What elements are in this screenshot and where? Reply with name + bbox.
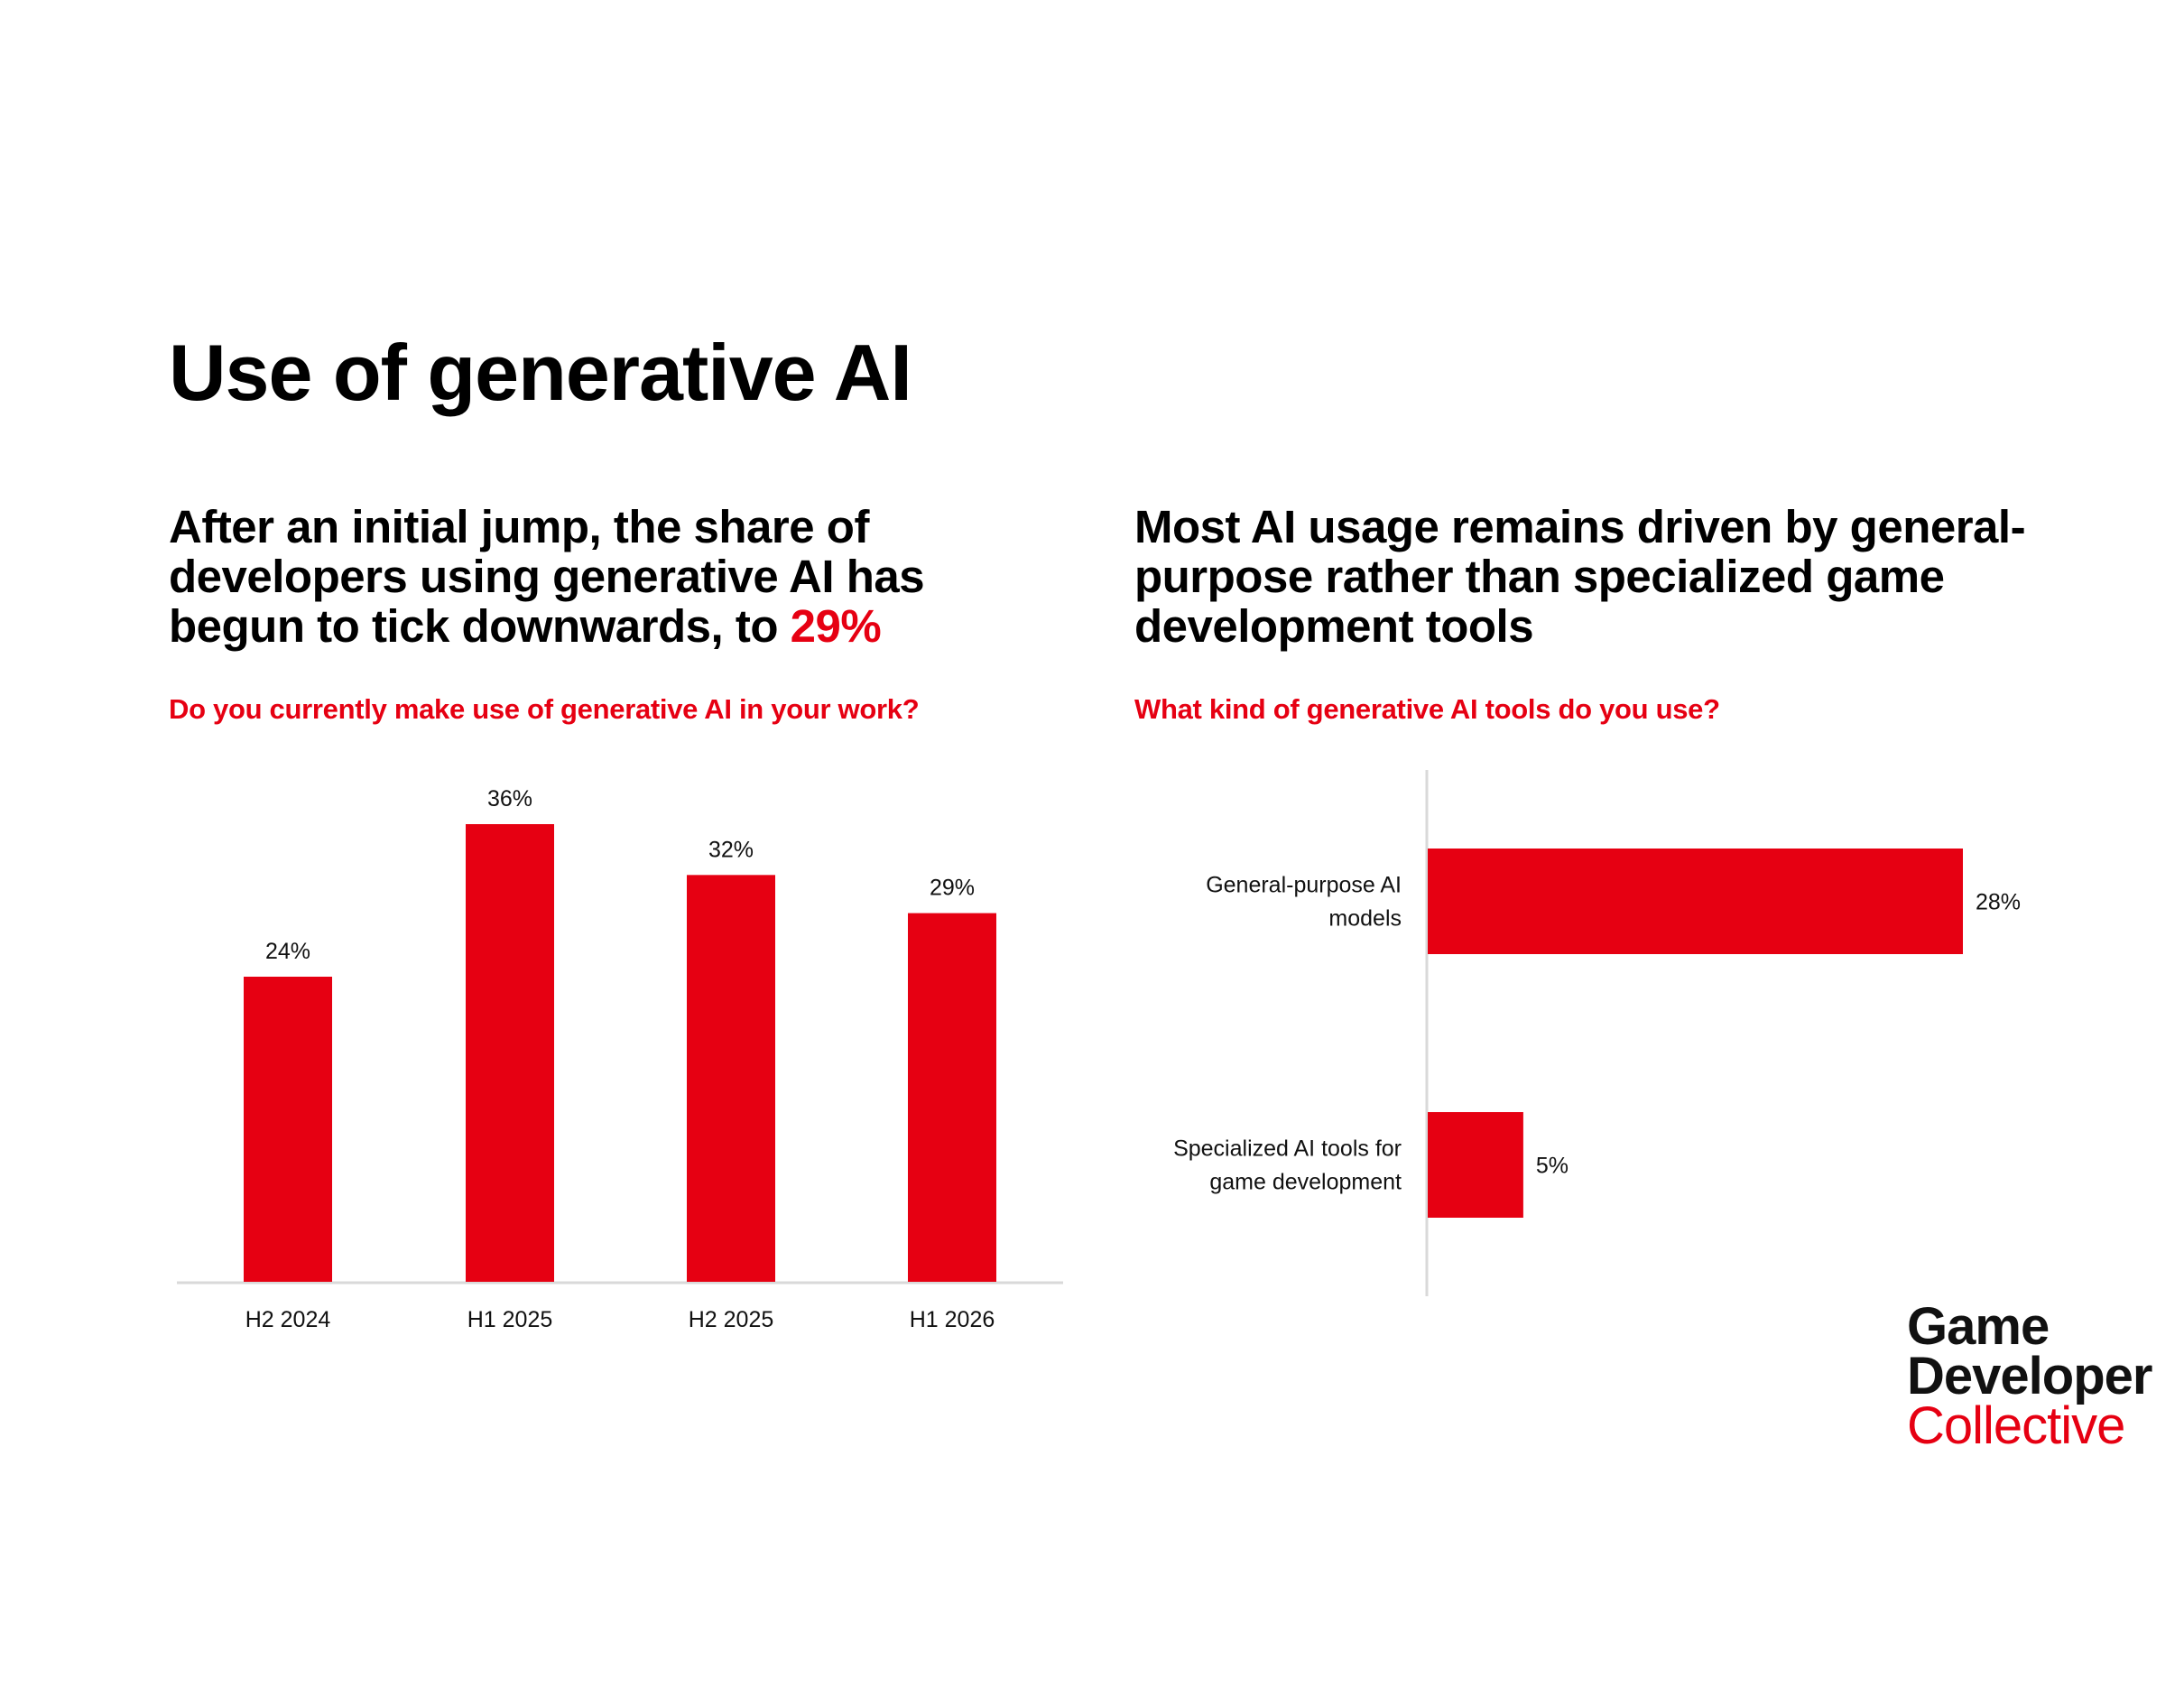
left-question: Do you currently make use of generative … bbox=[169, 693, 920, 725]
logo-line-1: Game bbox=[1907, 1297, 2050, 1356]
x-tick-label: H1 2026 bbox=[910, 1307, 995, 1332]
y-tick-label: General-purpose AI bbox=[1206, 873, 1402, 898]
y-tick-label: game development bbox=[1209, 1170, 1402, 1195]
y-tick-label: Specialized AI tools for bbox=[1173, 1136, 1402, 1162]
y-tick-label: models bbox=[1328, 906, 1402, 932]
data-label: 32% bbox=[708, 837, 754, 862]
bar-h2-2024 bbox=[244, 977, 332, 1282]
logo-line-2: Developer bbox=[1907, 1347, 2152, 1405]
logo-line-3: Collective bbox=[1907, 1396, 2125, 1455]
x-tick-label: H1 2025 bbox=[467, 1307, 553, 1332]
x-tick-label: H2 2025 bbox=[689, 1307, 774, 1332]
left-headline: After an initial jump, the share of deve… bbox=[169, 502, 1071, 651]
bar-h1-2026 bbox=[908, 913, 996, 1282]
game-developer-collective-logo: Game Developer Collective bbox=[1907, 1297, 2152, 1455]
page-title: Use of generative AI bbox=[169, 328, 912, 417]
bar-general-purpose bbox=[1428, 849, 1963, 954]
left-headline-text: After an initial jump, the share of deve… bbox=[169, 501, 925, 652]
x-tick-label: H2 2024 bbox=[245, 1307, 331, 1332]
bar-h2-2025 bbox=[687, 875, 775, 1282]
data-label: 5% bbox=[1536, 1154, 1569, 1179]
bar-h1-2025 bbox=[466, 824, 554, 1282]
data-label: 36% bbox=[487, 786, 532, 812]
right-question: What kind of generative AI tools do you … bbox=[1134, 693, 1720, 725]
bar-specialized bbox=[1428, 1112, 1523, 1218]
data-label: 28% bbox=[1976, 890, 2021, 915]
data-label: 24% bbox=[265, 939, 310, 964]
data-label: 29% bbox=[930, 876, 975, 901]
left-headline-accent: 29% bbox=[790, 600, 882, 652]
right-headline: Most AI usage remains driven by general-… bbox=[1134, 501, 2026, 652]
